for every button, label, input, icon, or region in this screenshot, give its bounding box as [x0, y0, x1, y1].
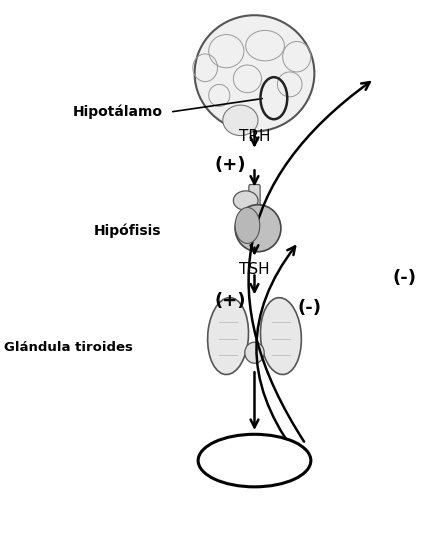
Ellipse shape	[208, 297, 248, 375]
Text: Hipófisis: Hipófisis	[94, 224, 161, 238]
Text: T₄, T₃: T₄, T₃	[228, 451, 281, 470]
Text: Hipotálamo: Hipotálamo	[73, 105, 163, 120]
Text: (+): (+)	[215, 156, 246, 173]
Ellipse shape	[235, 207, 260, 244]
Ellipse shape	[245, 342, 264, 363]
Text: TRH: TRH	[239, 130, 270, 145]
Ellipse shape	[223, 105, 258, 136]
Ellipse shape	[194, 15, 314, 131]
Ellipse shape	[198, 434, 311, 487]
Ellipse shape	[235, 205, 281, 252]
Text: TSH: TSH	[239, 262, 270, 277]
Text: Glándula tiroides: Glándula tiroides	[4, 341, 133, 354]
Text: (+): (+)	[215, 292, 246, 310]
FancyBboxPatch shape	[249, 185, 260, 214]
Text: (-): (-)	[392, 269, 416, 287]
Ellipse shape	[260, 297, 302, 375]
Ellipse shape	[233, 191, 258, 210]
Text: (-): (-)	[297, 300, 321, 317]
